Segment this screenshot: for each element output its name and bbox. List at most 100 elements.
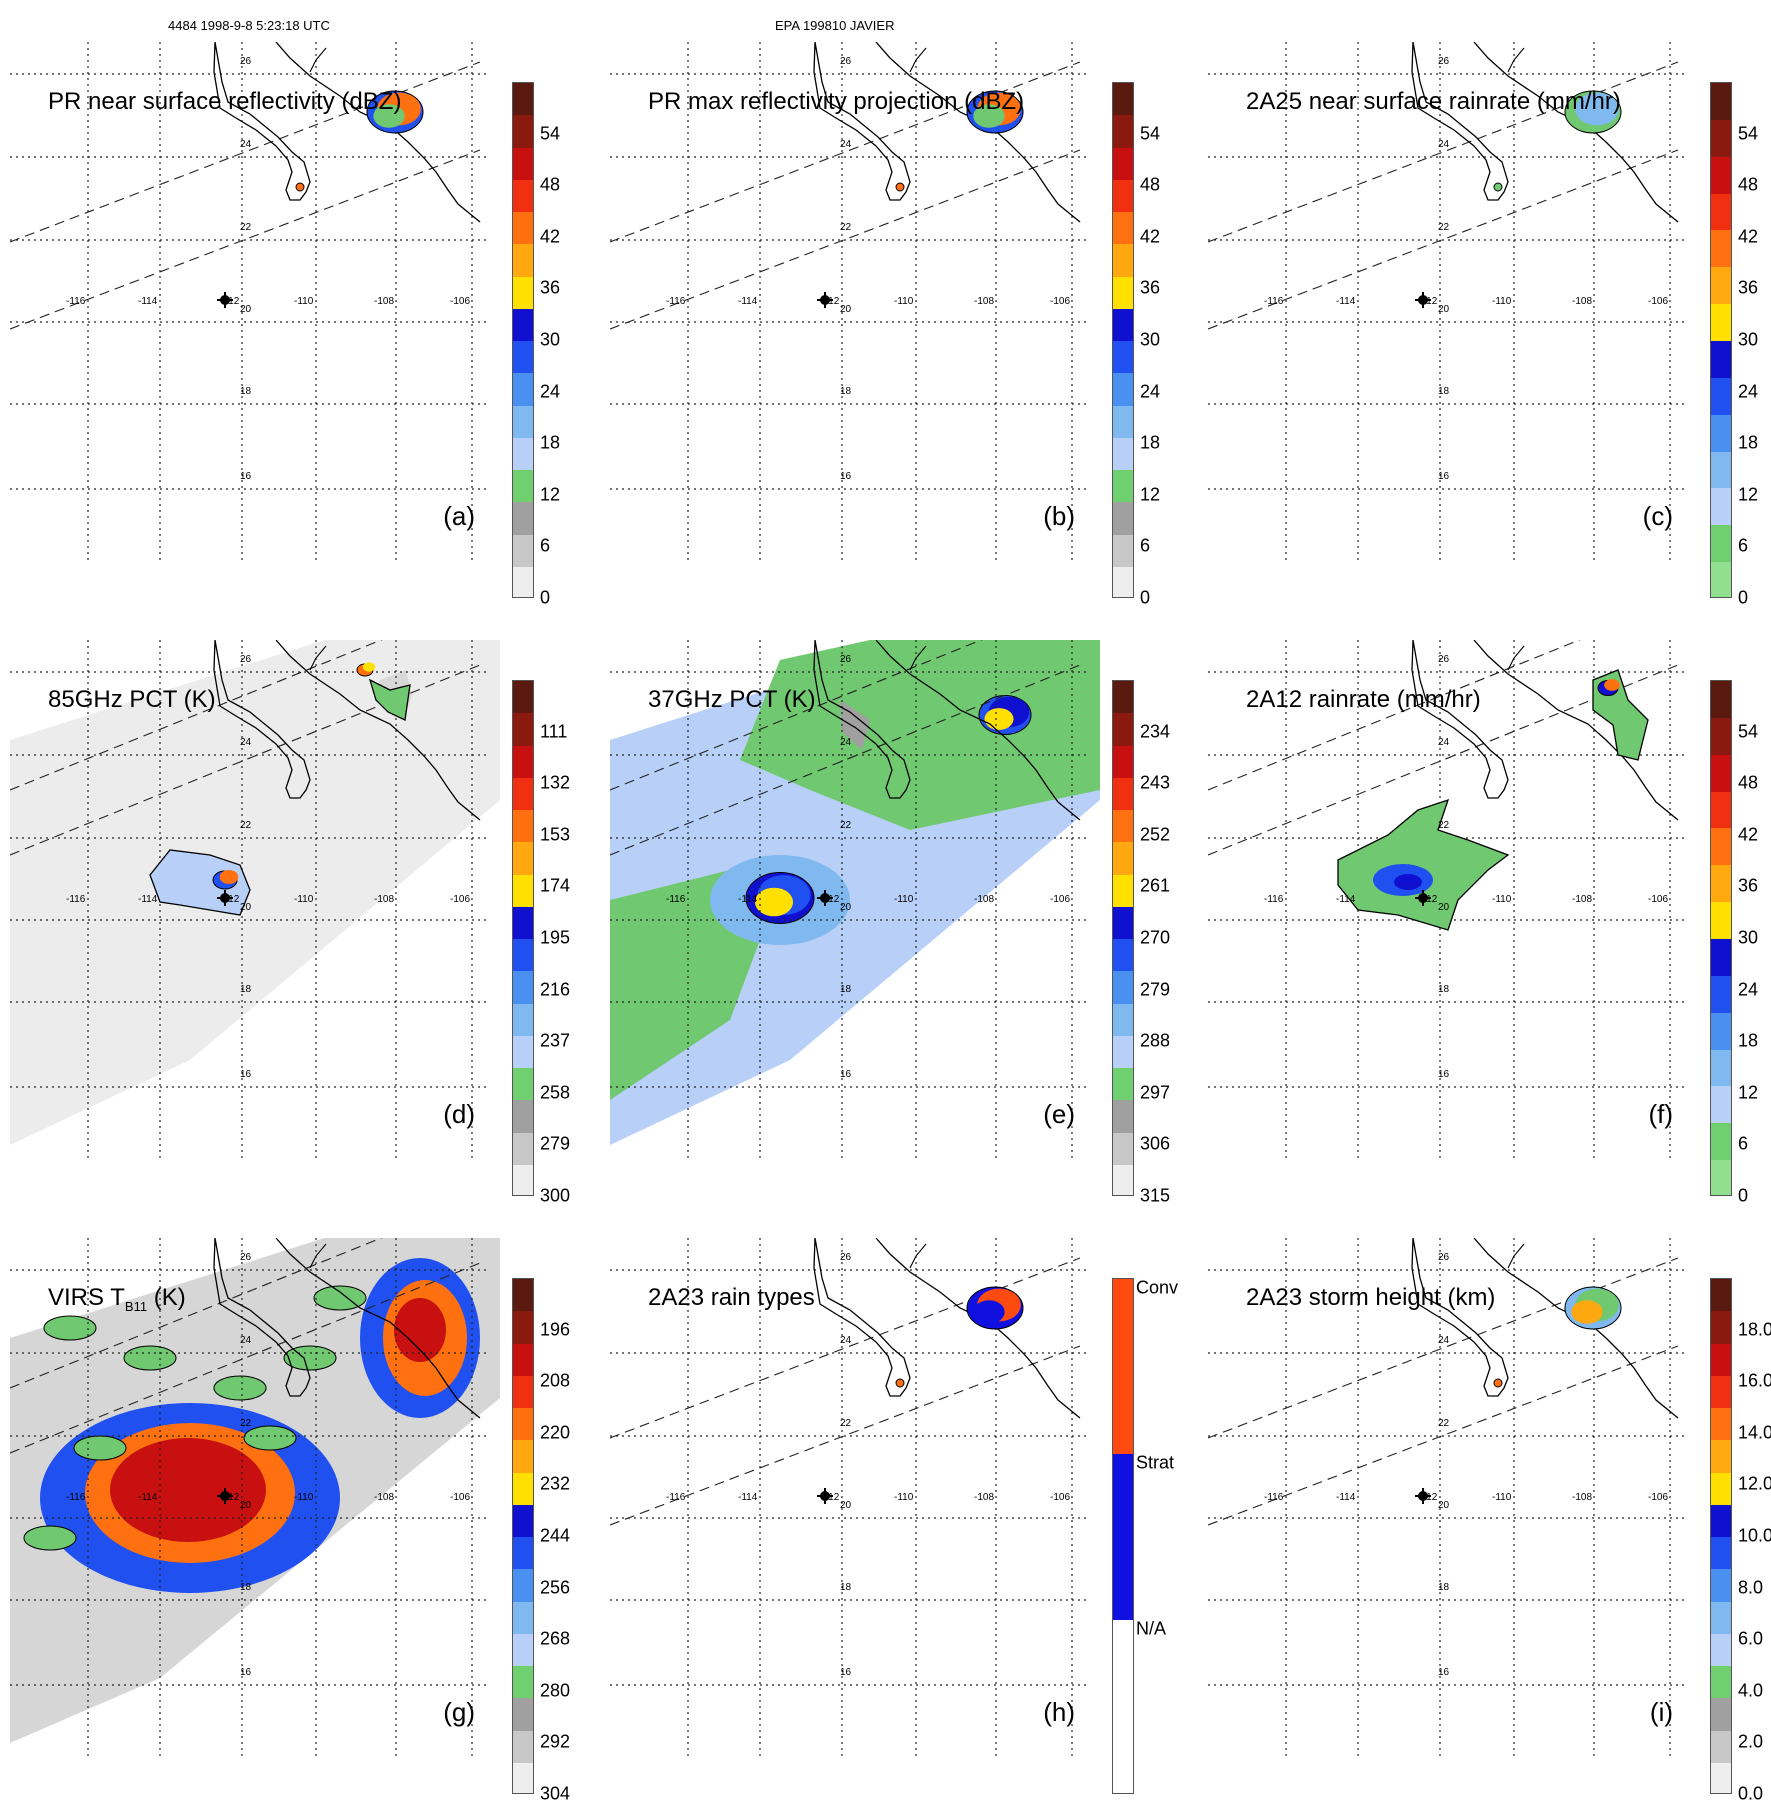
latitude-tick-label: 18	[840, 386, 852, 397]
colorbar-label: 12	[1738, 484, 1759, 505]
latitude-tick-label: 26	[1438, 1252, 1450, 1263]
colorbar-segment	[1711, 488, 1731, 526]
latitude-tick-label: 24	[840, 1335, 852, 1346]
latitude-tick-label: 20	[840, 304, 852, 315]
colorbar-segment	[1711, 377, 1731, 416]
colorbar-segment	[1711, 828, 1731, 866]
map-plot	[10, 640, 500, 1160]
longitude-tick-label: -108	[374, 296, 395, 307]
longitude-tick-label: -114	[738, 1492, 758, 1503]
colorbar-segment	[1113, 777, 1133, 811]
colorbar-segment	[513, 1569, 533, 1602]
latitude-tick-label: 22	[240, 820, 252, 831]
colorbar-segment	[513, 1132, 533, 1166]
latitude-tick-label: 20	[1438, 304, 1450, 315]
colorbar-label: 12	[540, 484, 561, 505]
panel-e: -116 -114 -112 -110 -108 -106 26 24 22 20 18 16 37GH…	[610, 640, 1170, 1206]
colorbar-label: 54	[1738, 123, 1759, 144]
colorbar-label: 270	[1140, 927, 1171, 948]
panel-f: -116 -114 -112 -110 -108 -106 26 24 22 20 18 16 2A12…	[1208, 640, 1758, 1206]
colorbar-segment	[1711, 1569, 1731, 1602]
longitude-tick-label: -114	[138, 894, 158, 905]
colorbar-segment	[1711, 1160, 1731, 1195]
colorbar-segment	[1113, 1164, 1133, 1195]
colorbar-label: 6	[1738, 535, 1749, 556]
panel-title: 37GHz PCT (K)	[648, 686, 816, 713]
latitude-tick-label: 24	[240, 1335, 252, 1346]
colorbar-segment	[1711, 1343, 1731, 1377]
colorbar-segment	[1711, 562, 1731, 597]
colorbar-label: 2.0	[1738, 1731, 1764, 1752]
longitude-tick-label: -110	[294, 296, 314, 307]
colorbar-segment	[1711, 865, 1731, 903]
latitude-tick-label: 22	[1438, 222, 1450, 233]
colorbar-segment	[513, 1343, 533, 1377]
colorbar-segment	[513, 147, 533, 181]
colorbar-segment	[1711, 1279, 1731, 1312]
latitude-tick-label: 24	[1438, 139, 1450, 150]
map-area	[10, 640, 500, 1160]
colorbar-segment	[513, 244, 533, 277]
colorbar-label: 174	[540, 875, 571, 896]
colorbar-label: 12	[1140, 484, 1161, 505]
longitude-tick-label: -110	[894, 894, 914, 905]
longitude-tick-label: -110	[894, 1492, 914, 1503]
colorbar-label: 220	[540, 1422, 571, 1443]
colorbar-label: 208	[540, 1370, 571, 1391]
panel-label: (g)	[443, 1697, 475, 1727]
colorbar	[512, 680, 534, 1196]
colorbar-segment	[513, 308, 533, 342]
colorbar-label: 237	[540, 1030, 571, 1051]
colorbar-label: 18	[1738, 1030, 1759, 1051]
colorbar-label: 0	[540, 587, 551, 608]
map-area	[10, 42, 500, 562]
colorbar-segment	[1113, 1003, 1133, 1037]
map-plot	[610, 640, 1100, 1160]
colorbar-segment	[1711, 1698, 1731, 1731]
panel-d: -116 -114 -112 -110 -108 -106 26 24 22 20 18 16 85GH…	[10, 640, 570, 1206]
colorbar-segment	[1113, 308, 1133, 342]
colorbar-label: 30	[1140, 329, 1161, 350]
latitude-tick-label: 20	[1438, 1500, 1450, 1511]
latitude-tick-label: 24	[240, 737, 252, 748]
colorbar-label: 24	[540, 381, 561, 402]
colorbar	[512, 82, 534, 598]
map-plot	[1208, 42, 1688, 562]
longitude-tick-label: -116	[666, 894, 686, 905]
longitude-tick-label: -116	[66, 296, 86, 307]
latitude-tick-label: 16	[240, 1069, 252, 1080]
colorbar-label: 6	[540, 535, 551, 556]
colorbar	[1112, 680, 1134, 1196]
latitude-tick-label: 16	[840, 471, 852, 482]
colorbar-segment	[1113, 179, 1133, 213]
map-area	[610, 640, 1100, 1160]
longitude-tick-label: -108	[974, 894, 995, 905]
panel-label: (i)	[1649, 1697, 1673, 1727]
orbit-time-header: 4484 1998-9-8 5:23:18 UTC	[168, 18, 330, 33]
colorbar-segment	[1113, 276, 1133, 310]
colorbar-segment	[1711, 1086, 1731, 1124]
colorbar-segment	[1113, 1279, 1133, 1455]
colorbar-label: 196	[540, 1319, 571, 1340]
colorbar-segment	[1711, 451, 1731, 489]
longitude-tick-label: -110	[294, 894, 314, 905]
latitude-tick-label: 22	[840, 820, 852, 831]
longitude-tick-label: -116	[1264, 296, 1284, 307]
colorbar-segment	[513, 842, 533, 875]
colorbar-segment	[1711, 717, 1731, 756]
colorbar-segment	[1113, 437, 1133, 471]
panel-label: (a)	[443, 501, 475, 531]
panel-g: -116 -114 -112 -110 -108 -106 26 24 22 20 18 16 VIRS…	[10, 1238, 570, 1804]
colorbar	[1112, 82, 1134, 598]
map-plot	[10, 1238, 500, 1758]
map-area	[10, 1238, 500, 1758]
latitude-tick-label: 26	[840, 56, 852, 67]
colorbar-segment	[513, 1666, 533, 1699]
panel-title: 2A23 storm height (km)	[1246, 1284, 1496, 1311]
colorbar-segment	[513, 939, 533, 972]
colorbar-segment	[1711, 1601, 1731, 1635]
colorbar-label: 315	[1140, 1185, 1171, 1206]
latitude-tick-label: 22	[1438, 1418, 1450, 1429]
latitude-tick-label: 18	[840, 984, 852, 995]
colorbar-segment	[1113, 83, 1133, 116]
